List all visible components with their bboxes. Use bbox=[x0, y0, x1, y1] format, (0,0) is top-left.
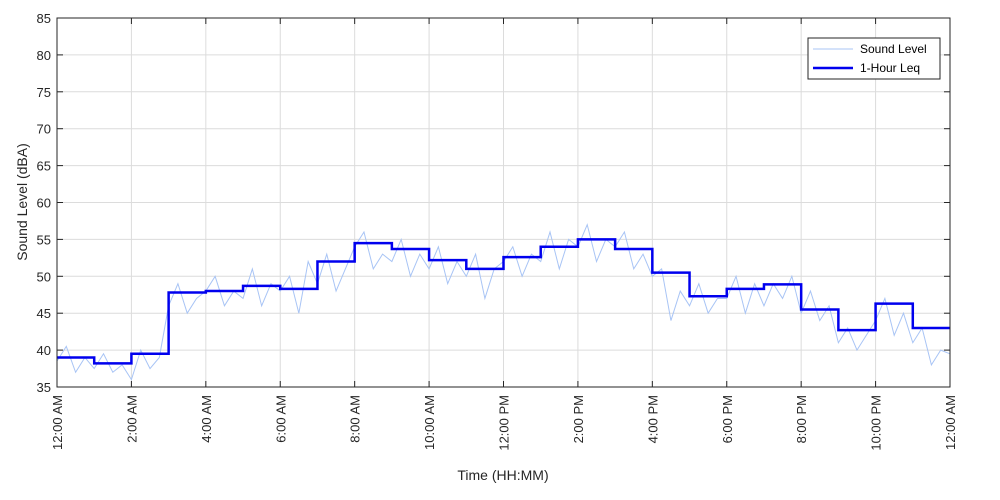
y-tick-label: 75 bbox=[37, 85, 51, 100]
x-tick-label: 4:00 PM bbox=[645, 395, 660, 443]
x-tick-label: 12:00 AM bbox=[50, 395, 65, 450]
legend-box bbox=[807, 37, 941, 80]
x-axis-title: Time (HH:MM) bbox=[457, 467, 548, 483]
x-tick-label: 2:00 PM bbox=[571, 395, 586, 443]
y-tick-label: 80 bbox=[37, 48, 51, 63]
x-tick-label: 6:00 AM bbox=[273, 395, 288, 443]
x-tick-labels: 12:00 AM 2:00 AM 4:00 AM 6:00 AM 8:00 AM 10:0… bbox=[50, 395, 958, 451]
x-tick-label: 2:00 AM bbox=[124, 395, 139, 443]
x-tick-label: 10:00 AM bbox=[422, 395, 437, 450]
y-tick-label: 65 bbox=[37, 159, 51, 174]
y-tick-label: 40 bbox=[37, 343, 51, 358]
series-layer bbox=[56, 223, 951, 381]
x-tick-label: 12:00 AM bbox=[943, 395, 958, 450]
x-tick-label: 4:00 AM bbox=[199, 395, 214, 443]
y-tick-label: 50 bbox=[37, 269, 51, 284]
y-tick-label: 70 bbox=[37, 122, 51, 137]
legend: Sound Level 1-Hour Leq bbox=[807, 37, 941, 80]
y-axis-title: Sound Level (dBA) bbox=[14, 143, 30, 261]
y-tick-label: 55 bbox=[37, 232, 51, 247]
legend-label-1-hour-leq: 1-Hour Leq bbox=[860, 61, 920, 75]
y-tick-label: 45 bbox=[37, 306, 51, 321]
legend-label-sound-level: Sound Level bbox=[860, 42, 927, 56]
x-tick-label: 8:00 AM bbox=[348, 395, 363, 443]
axis-ticks bbox=[56, 17, 951, 388]
x-tick-label: 8:00 PM bbox=[794, 395, 809, 443]
x-tick-label: 6:00 PM bbox=[720, 395, 735, 443]
y-tick-label: 60 bbox=[37, 196, 51, 211]
x-tick-label: 10:00 PM bbox=[869, 395, 884, 451]
y-tick-label: 35 bbox=[37, 380, 51, 395]
y-tick-label: 85 bbox=[37, 11, 51, 26]
series-line-1-hour-leq bbox=[57, 238, 950, 365]
y-tick-labels: 35 40 45 50 55 60 65 70 75 80 85 bbox=[37, 11, 51, 395]
x-tick-label: 12:00 PM bbox=[497, 395, 512, 451]
